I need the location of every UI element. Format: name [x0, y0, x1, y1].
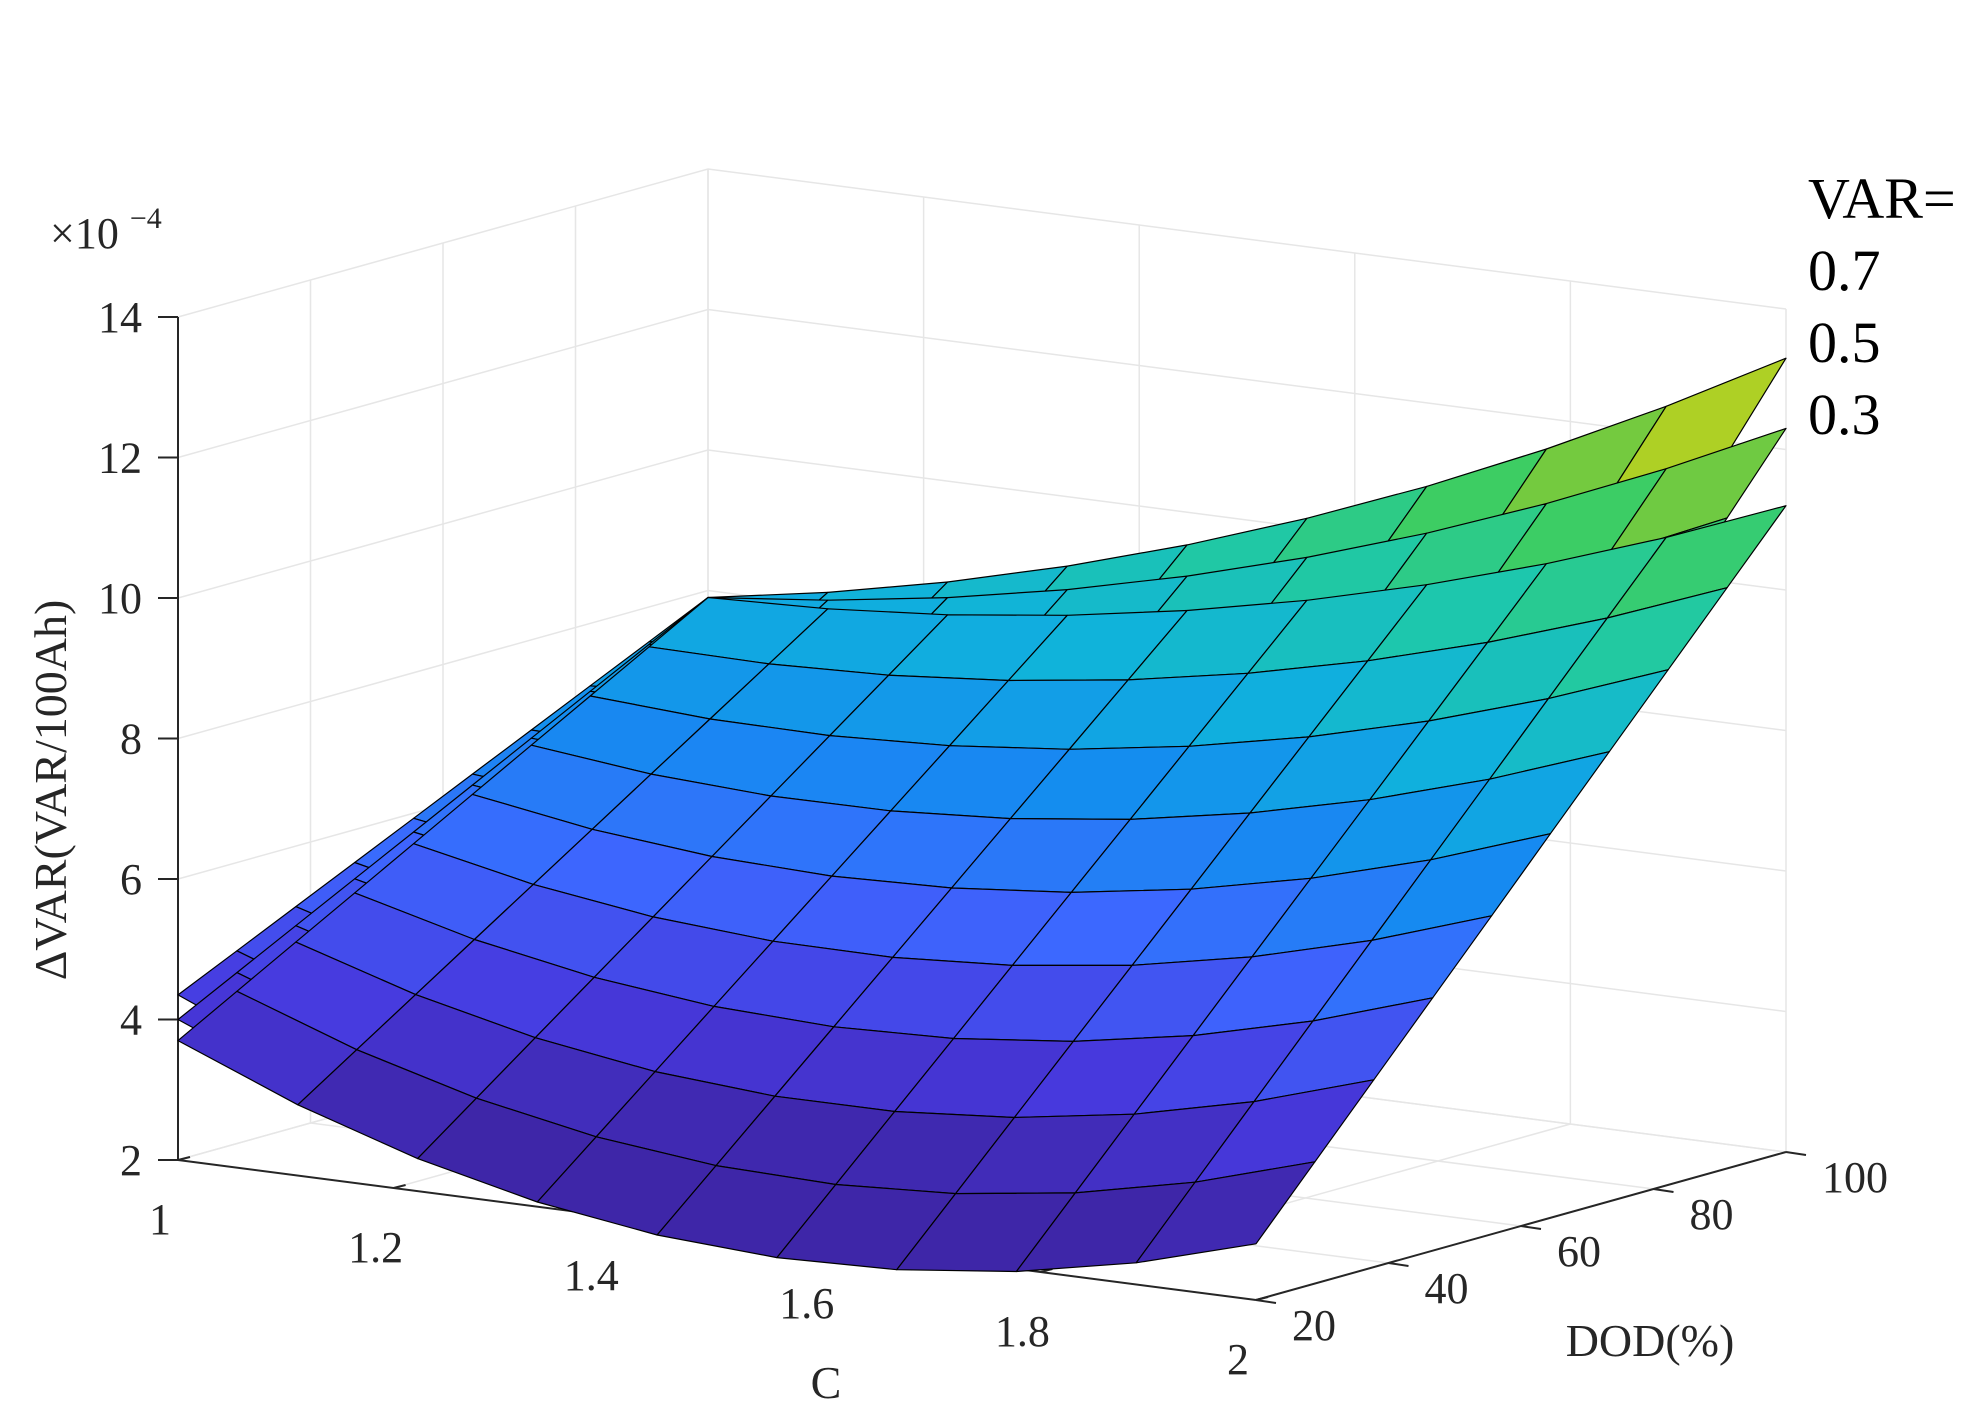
- x-tick-mark: [393, 1184, 406, 1189]
- z-exponent-base: ×10: [50, 209, 119, 258]
- z-tick-label: 10: [98, 574, 142, 623]
- x-tick-label: 1.8: [995, 1307, 1050, 1356]
- y-tick-mark: [1520, 1225, 1542, 1230]
- y-tick-label: 40: [1425, 1264, 1469, 1313]
- z-tick-label: 6: [120, 855, 142, 904]
- z-tick-label: 8: [120, 715, 142, 764]
- y-tick-mark: [1388, 1262, 1409, 1267]
- x-tick-label: 2: [1227, 1335, 1249, 1384]
- x-tick-label: 1: [149, 1195, 171, 1244]
- y-tick-label: 100: [1822, 1153, 1888, 1202]
- z-tick-label: 2: [120, 1136, 142, 1185]
- x-axis-title: C: [811, 1357, 842, 1408]
- series-annotation: 0.3: [1808, 382, 1881, 447]
- z-axis-title: ΔVAR(VAR/100Ah): [25, 600, 76, 981]
- y-axis-title: DOD(%): [1566, 1315, 1735, 1366]
- y-tick-label: 60: [1557, 1227, 1601, 1276]
- z-exponent-power: −4: [130, 202, 162, 235]
- grid-line-z: [177, 308, 1787, 459]
- y-tick-mark: [1785, 1151, 1807, 1156]
- y-tick-label: 80: [1690, 1190, 1734, 1239]
- z-tick-label: 14: [98, 293, 142, 342]
- tick-label-layer: 1 1.2 1.4 1.6 1.8 2 20 40 60 80 100 2 4 6 8 10 12 14: [98, 293, 1888, 1384]
- series-annotation: 0.7: [1808, 238, 1881, 303]
- surface-layer: [177, 357, 1787, 1273]
- series-annotation: 0.5: [1808, 310, 1881, 375]
- z-tick-label: 12: [98, 434, 142, 483]
- y-tick-label: 20: [1292, 1301, 1336, 1350]
- z-tick-label: 4: [120, 996, 142, 1045]
- x-tick-mark: [177, 1156, 191, 1161]
- x-tick-label: 1.4: [564, 1251, 619, 1300]
- z-exponent: ×10 −4: [50, 202, 162, 258]
- surface-0.3: [177, 505, 1787, 1273]
- y-tick-mark: [1653, 1188, 1674, 1193]
- y-tick-mark: [1255, 1299, 1277, 1304]
- x-tick-label: 1.6: [779, 1279, 834, 1328]
- x-tick-label: 1.2: [348, 1223, 403, 1272]
- grid-line-z: [177, 168, 1787, 318]
- annotation-header: VAR=: [1808, 166, 1956, 231]
- labels-layer: ΔVAR(VAR/100Ah) C DOD(%) ×10 −4 VAR= 0.7…: [25, 166, 1956, 1408]
- surface-cell: [1135, 1161, 1316, 1264]
